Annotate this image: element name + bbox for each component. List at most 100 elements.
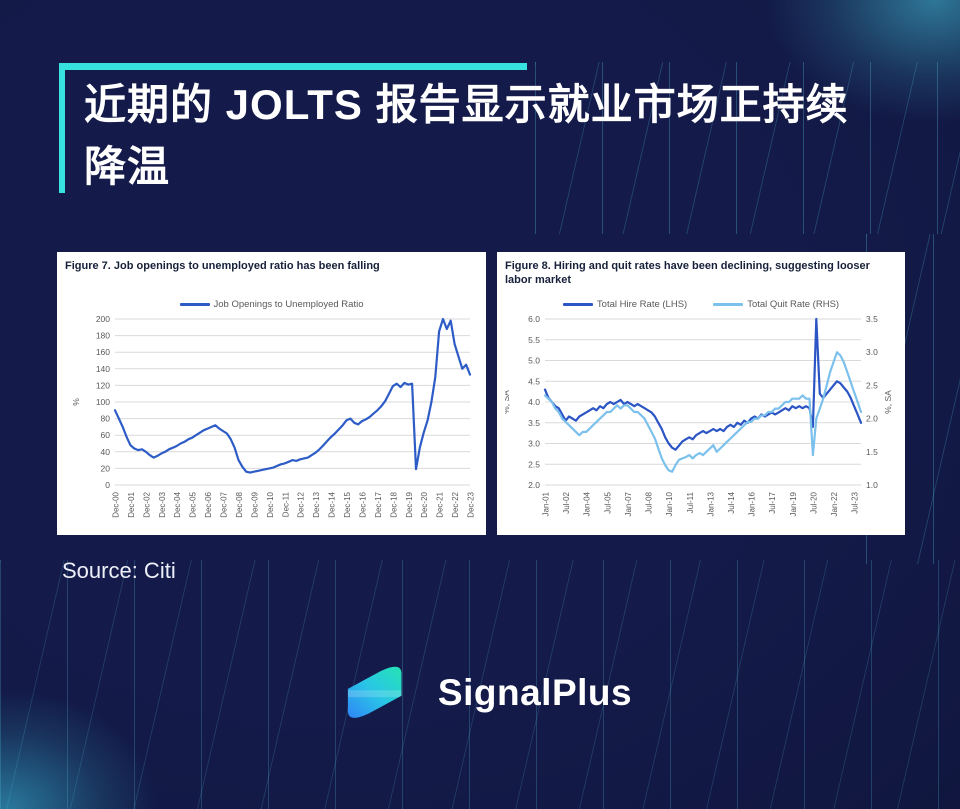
- x-axis-tick-label: Dec-23: [467, 491, 476, 517]
- y-axis-tick-label: 2.0: [528, 480, 540, 490]
- right-y-axis-tick-label: 1.5: [866, 447, 878, 457]
- x-axis-tick-label: Dec-21: [436, 491, 445, 517]
- y-axis-tick-label: 140: [96, 364, 110, 374]
- x-axis-tick-label: Dec-03: [158, 491, 167, 517]
- y-axis-tick-label: 40: [101, 447, 111, 457]
- x-axis-tick-label: Dec-22: [451, 491, 460, 517]
- x-axis-tick-label: Dec-07: [220, 491, 229, 517]
- left-axis-title: %, SA: [505, 390, 511, 414]
- y-axis-tick-label: 160: [96, 347, 110, 357]
- x-axis-tick-label: Dec-19: [405, 491, 414, 517]
- figure7-title: Figure 7. Job openings to unemployed rat…: [65, 260, 380, 272]
- page-title-line2: 降温: [84, 143, 171, 190]
- x-axis-tick-label: Jul-23: [851, 491, 860, 513]
- figure7-card: Figure 7. Job openings to unemployed rat…: [57, 252, 486, 535]
- x-axis-tick-label: Jul-17: [768, 491, 777, 513]
- x-axis-tick-label: Jan-10: [665, 491, 674, 516]
- legend-label: Total Quit Rate (RHS): [747, 298, 840, 310]
- figure7-legend: Job Openings to Unemployed Ratio: [65, 297, 478, 311]
- x-axis-tick-label: Jul-20: [809, 491, 818, 513]
- y-axis-tick-label: 6.0: [528, 314, 540, 324]
- x-axis-tick-label: Dec-06: [204, 491, 213, 517]
- x-axis-tick-label: Jan-13: [706, 491, 715, 516]
- x-axis-tick-label: Jan-01: [542, 491, 551, 516]
- x-axis-tick-label: Jan-16: [748, 491, 757, 516]
- y-axis-tick-label: 5.0: [528, 356, 540, 366]
- legend-item: Total Quit Rate (RHS): [713, 299, 839, 310]
- x-axis-tick-label: Dec-16: [359, 491, 368, 517]
- x-axis-tick-label: Dec-15: [343, 491, 352, 517]
- right-y-axis-tick-label: 2.5: [866, 380, 878, 390]
- x-axis-tick-label: Jan-07: [624, 491, 633, 516]
- x-axis-tick-label: Dec-11: [281, 491, 290, 517]
- y-axis-tick-label: 180: [96, 331, 110, 341]
- x-axis-tick-label: Jul-08: [645, 491, 654, 513]
- total-hire-rate-lhs-line: [543, 317, 863, 451]
- x-axis-tick-label: Dec-12: [297, 491, 306, 517]
- x-axis-tick-label: Dec-04: [173, 491, 182, 517]
- y-axis-tick-label: 20: [101, 463, 111, 473]
- y-axis-tick-label: 60: [101, 430, 111, 440]
- brand-name: SignalPlus: [437, 672, 633, 713]
- y-axis-tick-label: 4.0: [528, 397, 540, 407]
- x-axis-tick-label: Dec-01: [127, 491, 136, 517]
- x-axis-tick-label: Dec-09: [250, 491, 259, 517]
- title-accent-bar-top: [59, 63, 527, 70]
- left-axis-title: %: [71, 398, 81, 406]
- x-axis-tick-label: Jan-22: [830, 491, 839, 516]
- figure8-chart: 2.0 2.5 3.0 3.5 4.0 4.5 5.0 5.5 6.0 1.0 1.5 2.0 2.5 3…: [505, 314, 893, 516]
- legend-item: Total Hire Rate (LHS): [562, 298, 688, 310]
- legend-label: Job Openings to Unemployed Ratio: [213, 298, 364, 310]
- x-axis-tick-label: Dec-08: [235, 491, 244, 517]
- figure7-chart: 0 20 40 60 80 100 120 140 160 180 200% Dec-00 Dec-01…: [71, 314, 476, 518]
- y-axis-tick-label: 200: [96, 314, 110, 324]
- x-axis-tick-label: Dec-00: [112, 491, 121, 517]
- x-axis-tick-label: Jul-02: [562, 491, 571, 513]
- page-title-line1: 近期的 JOLTS 报告显示就业市场正持续: [84, 81, 849, 128]
- y-axis-tick-label: 3.5: [528, 418, 540, 428]
- x-axis-tick-label: Dec-05: [189, 491, 198, 517]
- x-axis-tick-label: Jan-04: [583, 491, 592, 516]
- page-title: 近期的 JOLTS 报告显示就业市场正持续 降温: [84, 74, 914, 198]
- legend-line-swatch: [713, 302, 744, 306]
- y-axis-tick-label: 4.5: [528, 376, 540, 386]
- x-axis-tick-label: Jul-14: [727, 491, 736, 513]
- x-axis-tick-label: Dec-18: [389, 491, 398, 517]
- figure8-title: Figure 8. Hiring and quit rates have bee…: [505, 260, 870, 287]
- figure8-legend: Total Hire Rate (LHS) Total Quit Rate (RH…: [505, 297, 897, 311]
- legend-line-swatch: [562, 302, 593, 306]
- x-axis-tick-label: Dec-13: [312, 491, 321, 517]
- y-axis-tick-label: 0: [105, 480, 110, 490]
- total-quit-rate-rhs-line: [543, 351, 863, 473]
- y-axis-tick-label: 5.5: [528, 335, 540, 345]
- x-axis-tick-label: Dec-02: [142, 491, 151, 517]
- right-y-axis-tick-label: 1.0: [866, 480, 878, 490]
- legend-item: Job Openings to Unemployed Ratio: [179, 298, 364, 310]
- y-axis-tick-label: 100: [96, 397, 110, 407]
- brand-logo: SignalPlus: [0, 660, 960, 726]
- x-axis-tick-label: Dec-17: [374, 491, 383, 517]
- y-axis-tick-label: 80: [101, 414, 111, 424]
- x-axis-tick-label: Dec-20: [420, 491, 429, 517]
- legend-line-swatch: [179, 302, 210, 306]
- right-y-axis-tick-label: 2.0: [866, 414, 878, 424]
- title-accent-bar-left: [59, 63, 65, 193]
- y-axis-tick-label: 3.0: [528, 439, 540, 449]
- x-axis-tick-label: Jul-11: [686, 491, 695, 513]
- source-text: Source: Citi: [62, 558, 176, 583]
- x-axis-tick-label: Dec-14: [328, 491, 337, 517]
- right-axis-title: %, SA: [883, 390, 893, 414]
- right-y-axis-tick-label: 3.5: [866, 314, 878, 324]
- figure8-card: Figure 8. Hiring and quit rates have bee…: [497, 252, 905, 535]
- legend-label: Total Hire Rate (LHS): [596, 298, 688, 310]
- job-openings-to-unemployed-ratio-line: [113, 317, 472, 474]
- y-axis-tick-label: 2.5: [528, 459, 540, 469]
- right-y-axis-tick-label: 3.0: [866, 347, 878, 357]
- x-axis-tick-label: Dec-10: [266, 491, 275, 517]
- signalplus-logo-icon: [347, 666, 402, 718]
- y-axis-tick-label: 120: [96, 380, 110, 390]
- x-axis-tick-label: Jan-19: [789, 491, 798, 516]
- bottom-left-glow: [0, 509, 400, 809]
- x-axis-tick-label: Jul-05: [603, 491, 612, 513]
